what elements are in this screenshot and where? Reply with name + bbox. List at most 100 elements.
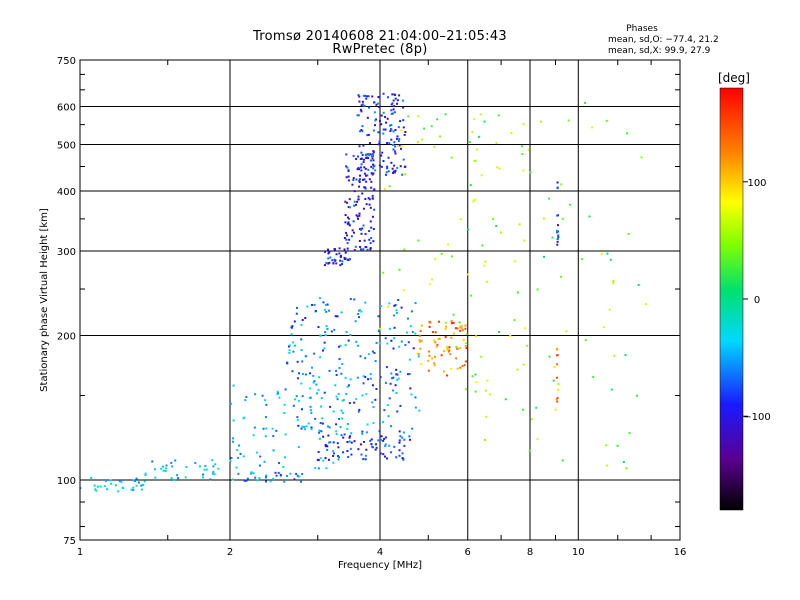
data-point <box>369 377 372 380</box>
data-point <box>373 208 376 211</box>
data-point <box>357 114 360 117</box>
data-point <box>380 123 383 126</box>
data-point <box>368 238 371 241</box>
data-point <box>419 347 422 350</box>
data-point <box>475 335 478 338</box>
data-point <box>565 330 568 333</box>
data-point <box>394 93 397 96</box>
data-point <box>370 172 373 175</box>
data-point <box>347 216 350 219</box>
data-point <box>283 412 286 415</box>
data-point <box>402 458 405 461</box>
data-point <box>363 104 366 107</box>
data-point <box>360 157 363 160</box>
data-point <box>300 349 303 352</box>
data-point <box>363 94 366 97</box>
data-point <box>498 167 501 170</box>
x-tick-label: 16 <box>674 547 687 558</box>
data-point <box>387 156 390 159</box>
data-point <box>363 158 366 161</box>
data-point <box>445 345 448 348</box>
data-point <box>284 388 287 391</box>
data-point <box>319 297 322 300</box>
data-point <box>397 299 400 302</box>
data-point <box>480 355 483 358</box>
data-point <box>162 465 165 468</box>
colorbar <box>719 87 744 511</box>
data-point <box>400 147 403 150</box>
data-point <box>522 363 525 366</box>
data-point <box>370 165 373 168</box>
data-point <box>446 348 449 351</box>
data-point <box>305 373 308 376</box>
data-point <box>342 398 345 401</box>
data-point <box>301 319 304 322</box>
data-point <box>561 459 564 462</box>
data-point <box>476 148 479 151</box>
data-point <box>335 253 338 256</box>
data-point <box>375 103 378 106</box>
data-point <box>371 157 374 160</box>
data-point <box>374 124 377 127</box>
data-point <box>296 418 299 421</box>
data-point <box>399 370 402 373</box>
data-point <box>362 161 365 164</box>
data-point <box>522 408 525 411</box>
data-point <box>330 330 333 333</box>
data-point <box>386 342 389 345</box>
data-point <box>569 203 572 206</box>
data-point <box>411 331 414 334</box>
data-point <box>325 261 328 264</box>
data-point <box>376 102 379 105</box>
data-point <box>372 189 375 192</box>
data-point <box>406 317 409 320</box>
data-point <box>363 186 366 189</box>
data-point <box>369 220 372 223</box>
data-point <box>581 258 584 261</box>
data-point <box>453 332 456 335</box>
data-point <box>370 438 373 441</box>
data-point <box>328 426 331 429</box>
data-point <box>347 206 350 209</box>
data-point <box>294 398 297 401</box>
data-point <box>407 373 410 376</box>
data-point <box>497 331 500 334</box>
data-point <box>374 360 377 363</box>
data-point <box>353 249 356 252</box>
data-point <box>449 367 452 370</box>
data-point <box>347 179 350 182</box>
data-point <box>427 359 430 362</box>
data-point <box>341 399 344 402</box>
data-point <box>370 236 373 239</box>
data-point <box>352 177 355 180</box>
data-point <box>324 334 327 337</box>
data-point <box>264 416 267 419</box>
data-point <box>339 426 342 429</box>
data-point <box>368 178 371 181</box>
data-point <box>552 379 555 382</box>
data-point <box>162 469 165 472</box>
data-point <box>264 476 267 479</box>
data-point <box>588 215 591 218</box>
data-point <box>455 345 458 348</box>
data-point <box>360 163 363 166</box>
data-point <box>213 473 216 476</box>
data-point <box>370 443 373 446</box>
data-point <box>360 128 363 131</box>
data-point <box>118 480 121 483</box>
data-point <box>344 344 347 347</box>
data-point <box>265 427 268 430</box>
data-point <box>272 435 275 438</box>
data-point <box>170 461 173 464</box>
data-point <box>343 248 346 251</box>
data-point <box>395 368 398 371</box>
data-point <box>361 178 364 181</box>
data-point <box>364 301 367 304</box>
data-point <box>360 151 363 154</box>
data-point <box>394 384 397 387</box>
data-point <box>392 170 395 173</box>
data-point <box>348 258 351 261</box>
data-point <box>353 204 356 207</box>
data-point <box>372 421 375 424</box>
data-point <box>401 173 404 176</box>
